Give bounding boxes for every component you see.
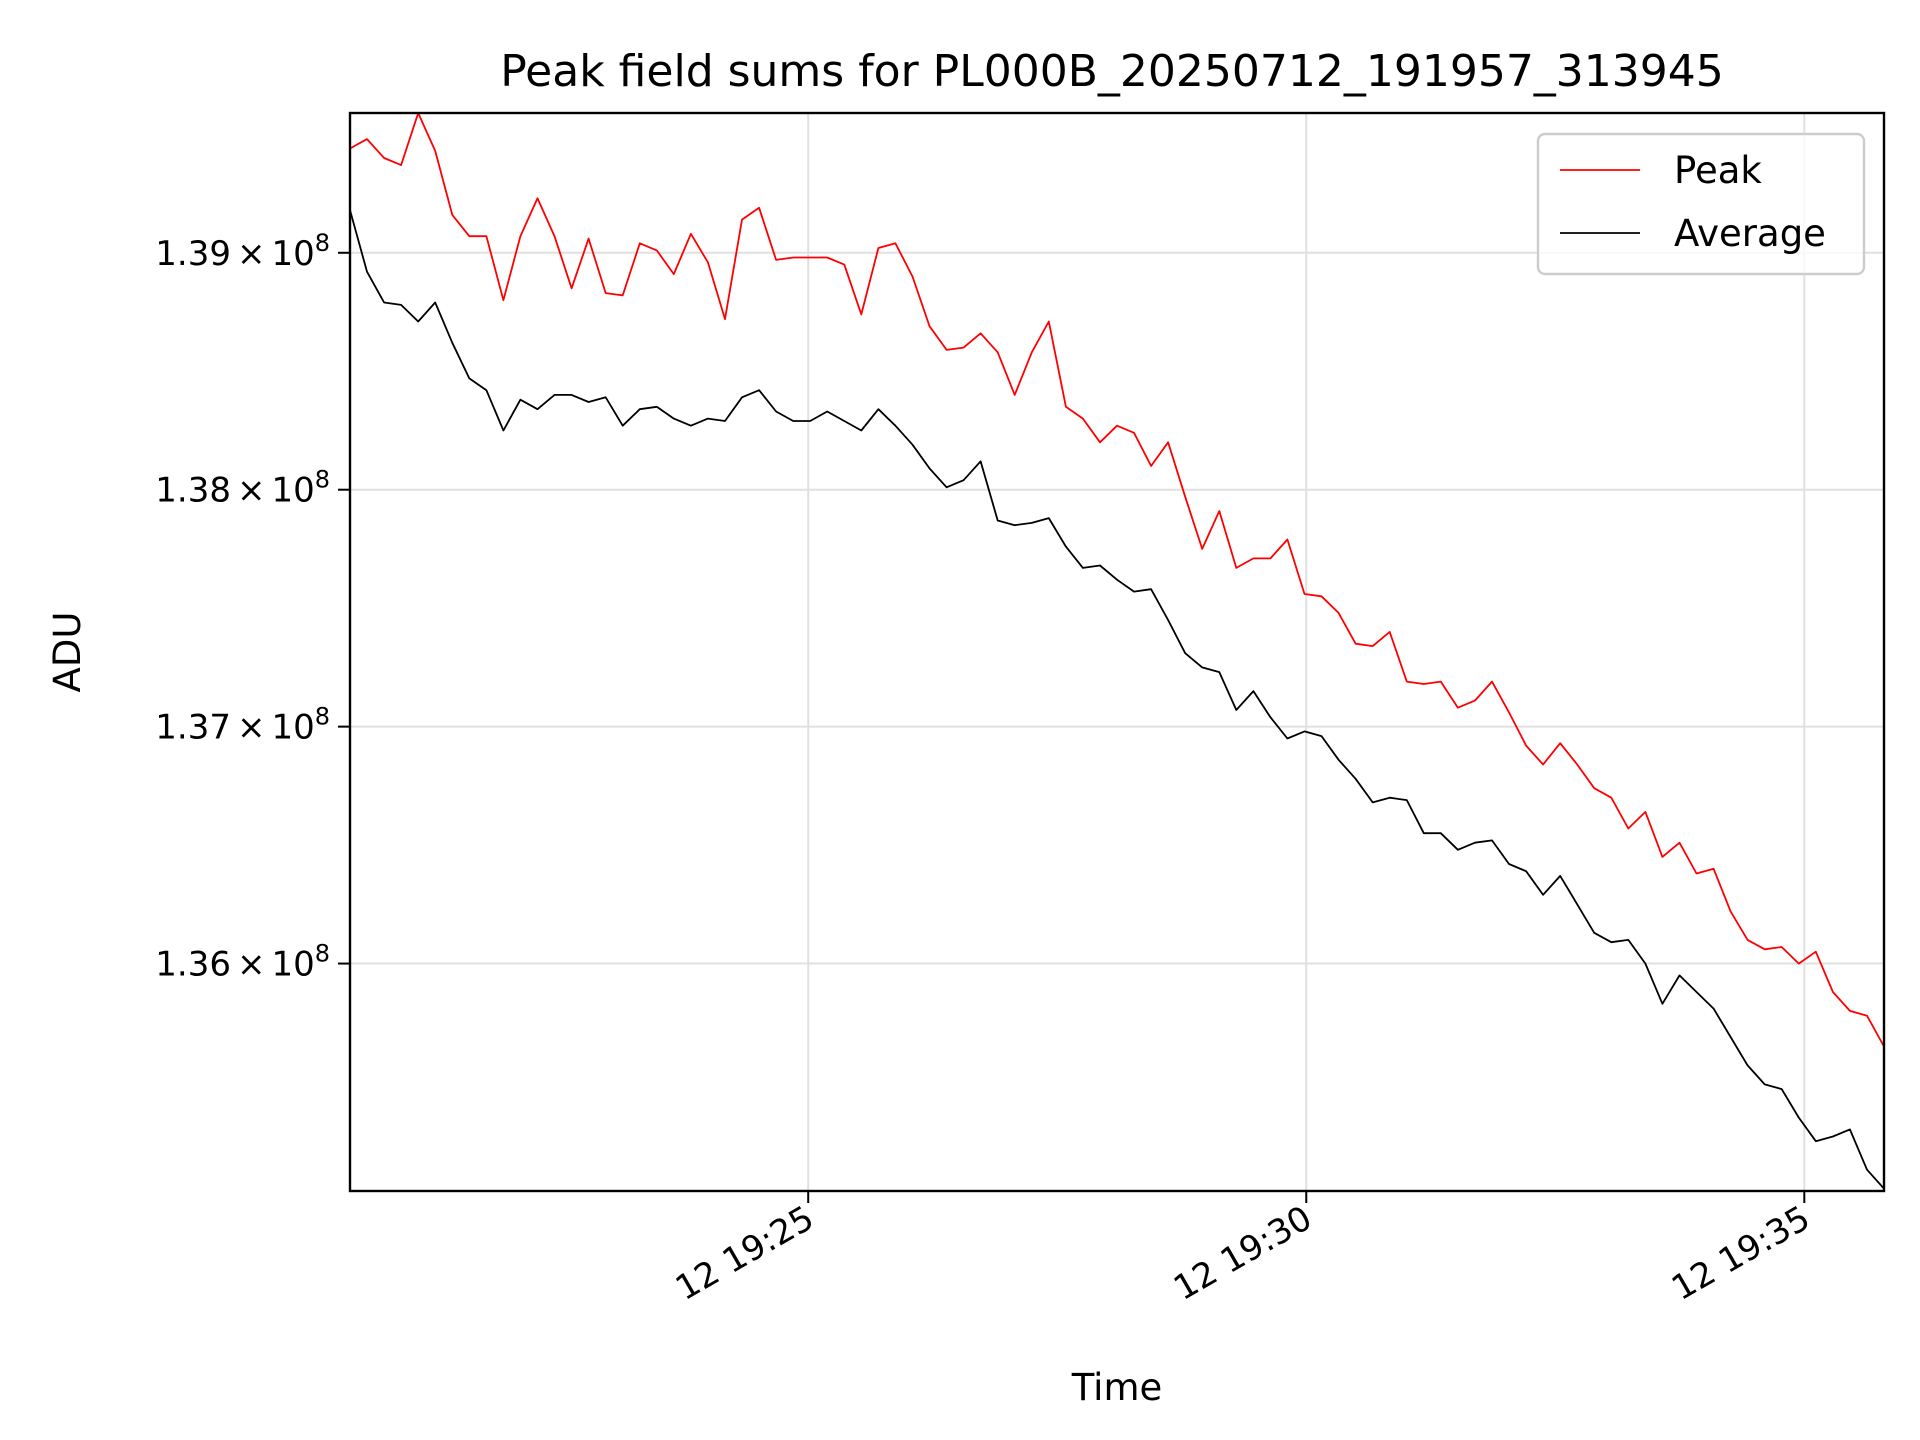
y-axis-label: ADU bbox=[46, 612, 89, 693]
y-tick-base: 10 bbox=[271, 471, 314, 511]
y-tick-mantissa: 1.39 bbox=[155, 234, 231, 274]
legend-entries: Peak Average bbox=[1560, 149, 1826, 255]
y-tick-base: 10 bbox=[271, 708, 314, 748]
y-tick-times-sign: × bbox=[237, 471, 266, 511]
y-tick-mantissa: 1.38 bbox=[155, 471, 231, 511]
series-line-average bbox=[349, 209, 1885, 1190]
y-tick-label: 1.37 × 108 bbox=[155, 703, 330, 748]
y-tick-mantissa: 1.37 bbox=[155, 708, 231, 748]
y-tick-exponent: 8 bbox=[315, 940, 330, 968]
plot-frame bbox=[348, 111, 1886, 1193]
series-lines bbox=[349, 112, 1885, 1190]
legend-frame bbox=[1536, 132, 1866, 276]
y-tick-label: 1.38 × 108 bbox=[155, 466, 330, 511]
y-tick-label: 1.36 × 108 bbox=[155, 940, 330, 985]
y-tick-exponent: 8 bbox=[315, 703, 330, 731]
legend: Peak Average bbox=[1536, 132, 1866, 276]
y-tick-times-sign: × bbox=[237, 234, 266, 274]
x-axis-label: Time bbox=[1071, 1366, 1163, 1409]
legend-label-average: Average bbox=[1674, 212, 1826, 255]
y-tick-label: 1.39 × 108 bbox=[155, 229, 330, 274]
y-tick-times-sign: × bbox=[237, 708, 266, 748]
series-line-peak bbox=[349, 112, 1885, 1047]
y-tick-exponent: 8 bbox=[315, 229, 330, 257]
y-tick-base: 10 bbox=[271, 234, 314, 274]
y-tick-base: 10 bbox=[271, 945, 314, 985]
y-tick-exponent: 8 bbox=[315, 466, 330, 494]
chart-title: Peak field sums for PL000B_20250712_1919… bbox=[500, 46, 1724, 97]
y-tick-times-sign: × bbox=[237, 945, 266, 985]
legend-label-peak: Peak bbox=[1674, 149, 1762, 192]
y-tick-mantissa: 1.36 bbox=[155, 945, 231, 985]
